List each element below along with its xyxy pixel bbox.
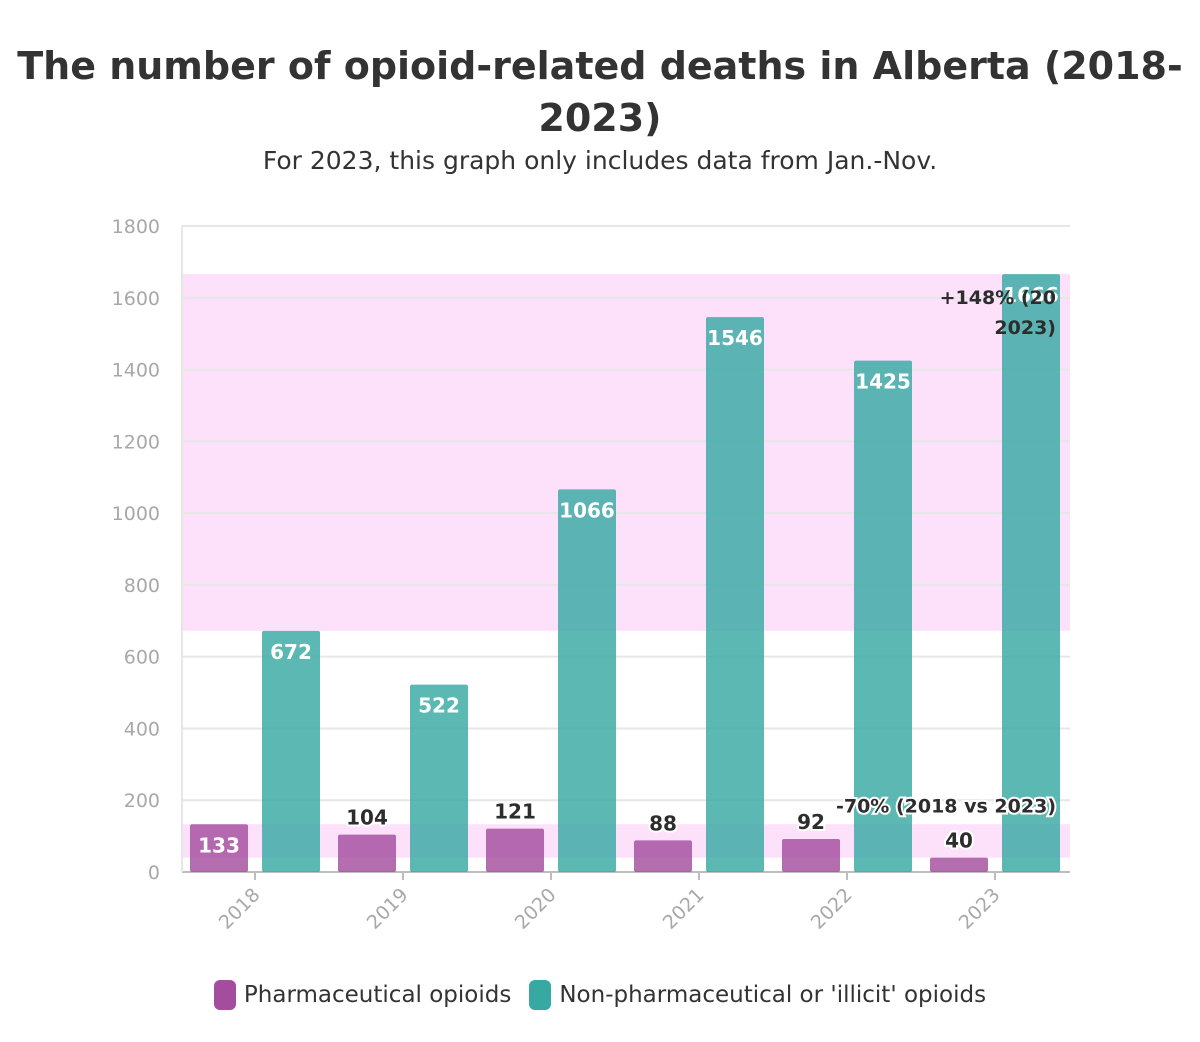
y-tick-label-1000: 1000: [112, 503, 160, 525]
chart-subtitle: For 2023, this graph only includes data …: [262, 146, 938, 175]
legend-label-illicit: Non-pharmaceutical or 'illicit' opioids: [559, 982, 987, 1008]
annotation-pharmaceutical-change: -70% (2018 vs 2023): [836, 795, 1056, 817]
y-tick-label-600: 600: [124, 647, 160, 669]
x-tick-label-2020: 2020: [511, 884, 561, 934]
y-tick-label-400: 400: [124, 718, 160, 740]
data-label-pharmaceutical-2022: 92: [797, 810, 825, 834]
y-tick-label-1800: 1800: [112, 216, 160, 238]
x-tick-label-2023: 2023: [955, 884, 1005, 934]
legend: Pharmaceutical opioids Non-pharmaceutica…: [0, 980, 1200, 1010]
x-tick-label-2019: 2019: [363, 884, 413, 934]
bar-pharmaceutical-2022: [782, 838, 840, 872]
x-tick-label-2022: 2022: [807, 884, 857, 934]
bar-pharmaceutical-2023: [930, 857, 988, 872]
bar-illicit-2019: [410, 684, 468, 872]
bar-pharmaceutical-2018: [190, 824, 248, 872]
y-tick-label-1600: 1600: [112, 288, 160, 310]
legend-item-pharmaceutical[interactable]: Pharmaceutical opioids: [213, 980, 512, 1010]
data-label-pharmaceutical-2020: 121: [494, 800, 536, 824]
highlight-band-0: [182, 274, 1070, 631]
bar-pharmaceutical-2019: [338, 834, 396, 872]
data-label-pharmaceutical-2021: 88: [649, 811, 677, 835]
y-tick-label-1200: 1200: [112, 431, 160, 453]
y-tick-label-800: 800: [124, 575, 160, 597]
legend-swatch-pharmaceutical: [213, 980, 236, 1010]
bar-illicit-2022: [854, 360, 912, 872]
x-tick-label-2018: 2018: [215, 884, 265, 934]
data-label-pharmaceutical-2023: 40: [945, 829, 973, 853]
annotation-illicit-line-1: 2023): [994, 317, 1056, 339]
data-label-illicit-2022: 1425: [855, 370, 911, 394]
bar-illicit-2023: [1002, 274, 1060, 872]
legend-item-illicit[interactable]: Non-pharmaceutical or 'illicit' opioids: [529, 980, 986, 1010]
y-tick-label-0: 0: [148, 862, 160, 884]
highlight-band-1: [182, 824, 1070, 858]
chart-title: The number of opioid-related deaths in A…: [17, 44, 1183, 140]
bar-pharmaceutical-2020: [486, 828, 544, 872]
y-tick-label-200: 200: [124, 790, 160, 812]
data-label-illicit-2021: 1546: [707, 326, 763, 350]
x-tick-label-2021: 2021: [659, 884, 709, 934]
annotation-illicit-change: +148% (20 2023): [940, 287, 1056, 339]
data-label-illicit-2023: 1666: [1003, 283, 1059, 307]
data-label-illicit-2019: 522: [418, 694, 460, 718]
legend-label-pharmaceutical: Pharmaceutical opioids: [243, 982, 512, 1008]
data-label-illicit-2018: 672: [270, 640, 312, 664]
legend-swatch-illicit: [529, 980, 552, 1010]
bar-illicit-2021: [706, 317, 764, 872]
bar-pharmaceutical-2021: [634, 840, 692, 872]
bar-illicit-2020: [558, 489, 616, 872]
y-tick-label-1400: 1400: [112, 360, 160, 382]
bar-illicit-2018: [262, 630, 320, 872]
annotation-illicit-line-0: +148% (20: [940, 287, 1056, 309]
data-label-pharmaceutical-2019: 104: [346, 806, 388, 830]
data-label-illicit-2020: 1066: [559, 498, 615, 522]
data-label-pharmaceutical-2018: 133: [198, 833, 240, 857]
